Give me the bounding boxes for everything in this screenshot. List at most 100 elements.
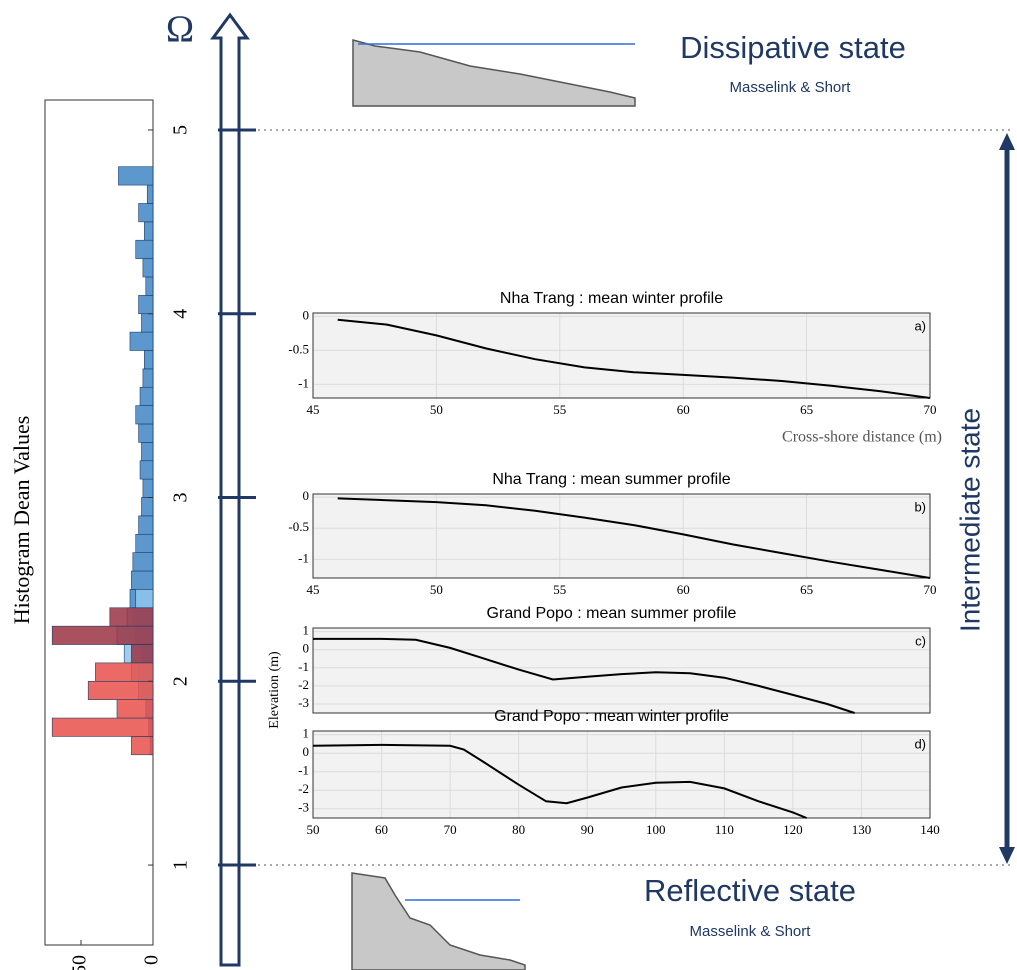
- chart-title: Nha Trang : mean summer profile: [492, 471, 730, 488]
- hist-bar: [139, 460, 154, 480]
- y-tick-label: -1: [298, 375, 309, 390]
- x-tick-label: 70: [444, 822, 457, 837]
- plot-frame: [312, 493, 931, 579]
- hist-bar: [135, 589, 154, 609]
- hist-bar: [138, 515, 154, 535]
- hist-bar: [116, 699, 154, 719]
- profile-line: [313, 637, 855, 714]
- state-title: Dissipative state: [680, 30, 906, 65]
- omega-label: Ω: [166, 9, 194, 51]
- y-tick-label: -0.5: [288, 519, 309, 534]
- x-tick-label: 100: [646, 822, 666, 837]
- x-tick-label: 65: [800, 582, 813, 597]
- state-source: Masselink & Short: [730, 79, 852, 96]
- hist-bar: [138, 423, 154, 443]
- hist-bar: [142, 258, 154, 278]
- y-axis-label: Elevation (m): [267, 651, 282, 729]
- x-tick-label: 70: [924, 582, 937, 597]
- panel-label: b): [914, 499, 926, 514]
- y-tick-label: 2: [170, 676, 192, 686]
- hist-bar: [109, 607, 154, 627]
- y-tick-label: 0: [303, 488, 310, 503]
- x-tick-label: 90: [581, 822, 594, 837]
- arrow-head: [999, 133, 1015, 150]
- y-tick-label: -2: [298, 677, 309, 692]
- hist-bar: [144, 350, 154, 370]
- x-tick-label: 0: [141, 955, 163, 965]
- histogram-title: Histogram Dean Values: [9, 416, 34, 625]
- y-tick-label: 1: [303, 623, 310, 638]
- hist-bar: [118, 166, 154, 186]
- y-tick-label: 1: [303, 726, 310, 741]
- chart-title: Grand Popo : mean summer profile: [487, 605, 737, 622]
- dissipative-profile: [352, 39, 636, 107]
- x-tick-label: 50: [307, 822, 320, 837]
- y-tick-label: -1: [298, 763, 309, 778]
- hist-bar: [129, 331, 154, 351]
- panel-label: d): [914, 736, 926, 751]
- plot-area: [313, 628, 930, 713]
- x-tick-label: 65: [800, 402, 813, 417]
- reflective-profile: [351, 872, 526, 970]
- state-source: Masselink & Short: [690, 923, 812, 940]
- x-tick-label: 130: [852, 822, 872, 837]
- y-tick-label: -2: [298, 781, 309, 796]
- plot-area: [313, 313, 930, 398]
- plot-frame: [312, 730, 931, 819]
- hist-bar: [141, 497, 154, 517]
- profile-line: [337, 318, 931, 399]
- x-tick-label: 60: [677, 582, 690, 597]
- plot-frame: [312, 312, 931, 399]
- x-axis-label: Cross-shore distance (m): [782, 429, 942, 446]
- hist-bar: [141, 313, 154, 333]
- hist-bar: [95, 662, 154, 682]
- y-tick-label: 3: [170, 493, 192, 503]
- hist-bar: [132, 552, 154, 572]
- y-tick-label: -1: [298, 550, 309, 565]
- x-tick-label: 120: [783, 822, 803, 837]
- hist-bar: [139, 386, 154, 406]
- plot-area: [313, 494, 930, 578]
- hist-bar: [51, 625, 154, 645]
- hist-bar: [131, 644, 154, 664]
- omega-arrow: [210, 12, 250, 967]
- hist-bar: [138, 295, 154, 315]
- x-tick-label: 140: [920, 822, 940, 837]
- profile-line: [337, 497, 931, 579]
- hist-bar: [141, 442, 154, 462]
- x-tick-label: 60: [677, 402, 690, 417]
- plot-frame: [312, 627, 931, 714]
- x-tick-label: 45: [307, 582, 320, 597]
- hist-bar: [131, 736, 154, 756]
- panel-label: c): [915, 633, 926, 648]
- state-title: Intermediate state: [954, 408, 985, 632]
- hist-bar: [146, 184, 154, 204]
- x-tick-label: 55: [553, 582, 566, 597]
- hist-bar: [135, 239, 154, 259]
- y-tick-label: 0: [303, 641, 310, 656]
- profile-line: [312, 743, 807, 819]
- hist-bar: [142, 478, 154, 498]
- hist-bar: [51, 717, 154, 737]
- panel-label: a): [914, 318, 926, 333]
- x-tick-label: 80: [512, 822, 525, 837]
- y-tick-label: -3: [298, 695, 309, 710]
- hist-bar: [145, 276, 154, 296]
- state-title: Reflective state: [644, 873, 856, 908]
- y-tick-label: -3: [298, 800, 309, 815]
- y-tick-label: 0: [303, 307, 310, 322]
- y-tick-label: 0: [303, 744, 310, 759]
- hist-bar: [142, 368, 154, 388]
- x-tick-label: 55: [553, 402, 566, 417]
- x-tick-label: 50: [430, 402, 443, 417]
- x-tick-label: 50: [69, 955, 91, 970]
- plot-area: [313, 731, 930, 818]
- hist-bar: [87, 680, 154, 700]
- chart-title: Grand Popo : mean winter profile: [494, 708, 729, 725]
- y-tick-label: 5: [170, 125, 192, 135]
- hist-bar: [135, 405, 154, 425]
- x-tick-label: 45: [307, 402, 320, 417]
- histogram-frame: [44, 99, 154, 946]
- y-tick-label: -0.5: [288, 341, 309, 356]
